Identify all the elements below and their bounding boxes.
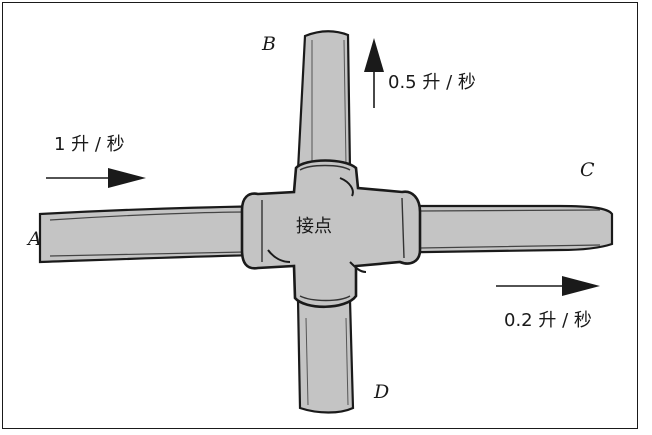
label-a: A	[26, 228, 42, 250]
cross-fitting	[240, 159, 422, 309]
flow-rate-in-a: 1 升 / 秒	[54, 134, 125, 155]
arrow-in-a	[46, 168, 146, 188]
label-b: B	[261, 33, 276, 55]
arrow-out-c	[496, 276, 600, 296]
label-c: C	[580, 159, 595, 181]
flow-rate-out-c: 0.2 升 / 秒	[504, 310, 592, 331]
label-d: D	[373, 381, 389, 403]
arrow-out-b	[364, 38, 384, 108]
junction-label: 接点	[296, 216, 332, 237]
flow-rate-out-b: 0.5 升 / 秒	[388, 72, 476, 93]
